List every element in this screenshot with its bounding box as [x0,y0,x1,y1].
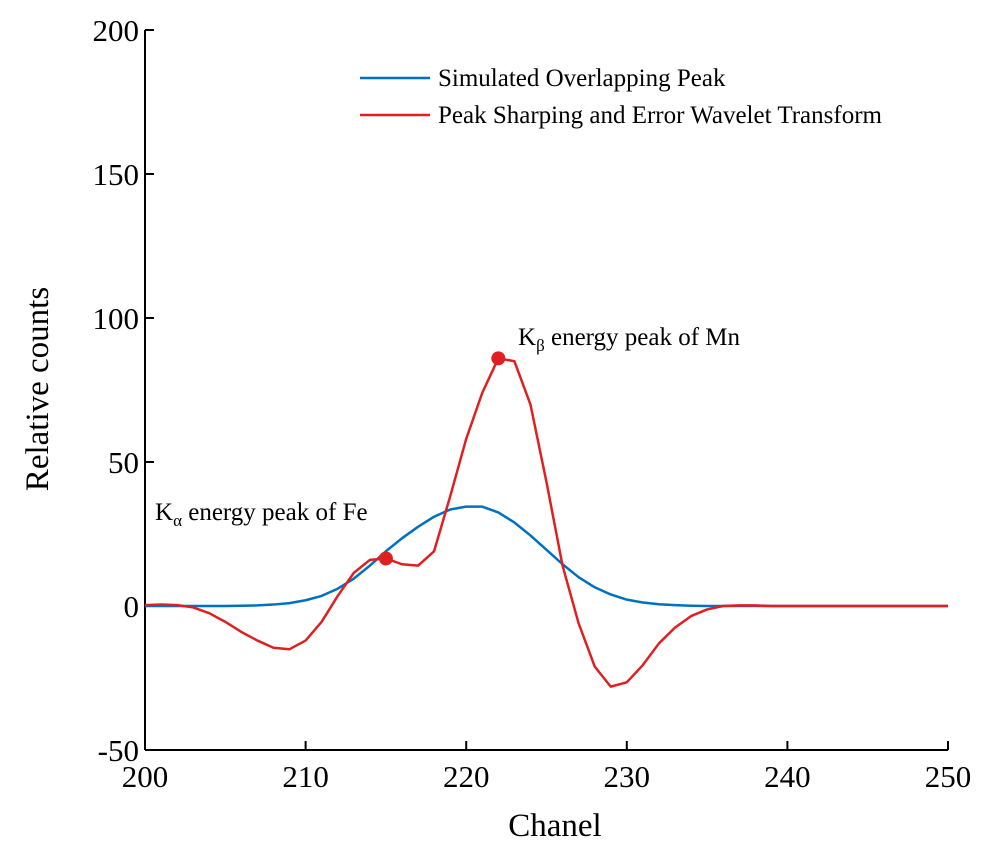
y-tick-label: -50 [98,733,139,768]
x-tick-label: 220 [443,759,490,794]
y-tick-label: 0 [124,589,140,624]
x-tick-label: 250 [925,759,972,794]
x-axis-title: Chanel [508,808,601,844]
x-tick-label: 210 [282,759,329,794]
axes [144,30,948,751]
x-tick-label: 200 [122,759,169,794]
y-tick-label: 200 [93,13,140,48]
legend-label-simulated: Simulated Overlapping Peak [438,65,726,92]
y-tick-label: 100 [93,301,140,336]
x-tick-label: 230 [604,759,651,794]
series-line-sharpened [144,357,948,688]
legend-label-sharpened: Peak Sharping and Error Wavelet Transfor… [438,102,883,129]
marker-mn-peak [491,351,506,366]
annotation-mn: Kβ energy peak of Mn [518,324,741,355]
y-tick-label: 50 [108,445,139,480]
series-group [144,357,948,688]
x-tick-label: 240 [764,759,811,794]
marker-fe-peak [378,551,393,566]
y-axis-title: Relative counts [20,287,56,491]
legend: Simulated Overlapping Peak Peak Sharping… [360,65,883,129]
y-tick-label: 150 [93,157,140,192]
ticks: -50 0 50 100 150 200 200 210 220 230 240 250 [93,13,972,794]
annotation-fe: Kα energy peak of Fe [155,499,368,530]
annotation-markers [378,351,506,566]
